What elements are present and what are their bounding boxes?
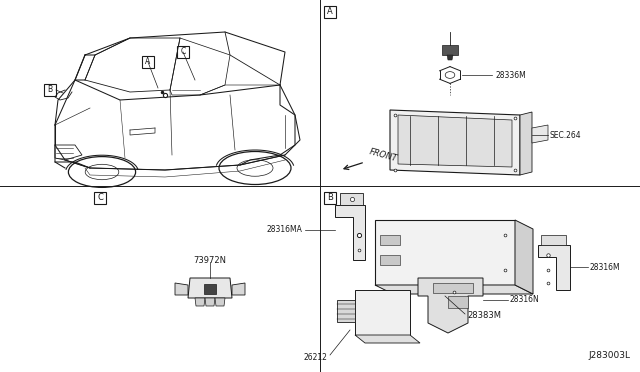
Polygon shape: [433, 283, 473, 293]
Text: 26212: 26212: [303, 353, 327, 362]
Text: 73972N: 73972N: [193, 256, 227, 265]
Text: A: A: [145, 58, 150, 67]
Polygon shape: [418, 278, 483, 333]
Polygon shape: [538, 245, 570, 290]
Bar: [142, 56, 154, 68]
Bar: [177, 46, 189, 58]
Polygon shape: [380, 235, 400, 245]
Polygon shape: [448, 296, 468, 308]
Polygon shape: [175, 283, 188, 295]
Polygon shape: [215, 298, 225, 306]
Bar: [94, 192, 106, 204]
Text: 28336M: 28336M: [495, 71, 525, 80]
Polygon shape: [195, 298, 205, 306]
Polygon shape: [355, 290, 410, 335]
Text: B: B: [47, 86, 52, 94]
Bar: [324, 192, 336, 204]
Polygon shape: [515, 220, 533, 294]
Polygon shape: [375, 220, 515, 285]
Polygon shape: [541, 235, 566, 245]
Bar: [324, 6, 336, 18]
Text: 28316N: 28316N: [510, 295, 540, 305]
Polygon shape: [398, 115, 512, 167]
Polygon shape: [520, 112, 532, 175]
Text: 28383M: 28383M: [467, 311, 501, 321]
Polygon shape: [447, 55, 453, 60]
Text: B: B: [327, 193, 333, 202]
Text: FRONT: FRONT: [368, 147, 398, 163]
Text: J283003L: J283003L: [588, 351, 630, 360]
Polygon shape: [532, 125, 548, 143]
Polygon shape: [204, 284, 216, 294]
Text: A: A: [327, 7, 333, 16]
Polygon shape: [340, 193, 363, 205]
Polygon shape: [375, 285, 533, 294]
Polygon shape: [188, 278, 232, 298]
Polygon shape: [442, 45, 458, 55]
Polygon shape: [337, 300, 355, 322]
Polygon shape: [390, 110, 520, 175]
Polygon shape: [205, 298, 215, 306]
Text: C: C: [180, 48, 186, 57]
Polygon shape: [335, 205, 365, 260]
Text: 28316MA: 28316MA: [266, 225, 302, 234]
Text: SEC.264: SEC.264: [550, 131, 582, 140]
Text: C: C: [97, 193, 103, 202]
Bar: [44, 84, 56, 96]
Polygon shape: [380, 255, 400, 265]
Text: 28316M: 28316M: [590, 263, 621, 272]
Polygon shape: [355, 335, 420, 343]
Polygon shape: [232, 283, 245, 295]
